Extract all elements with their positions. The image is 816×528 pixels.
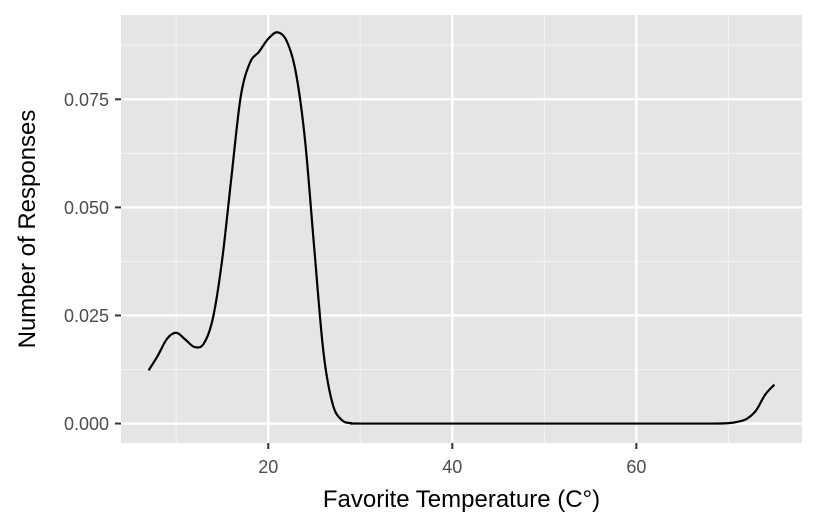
axis-tick-marks [115, 98, 638, 449]
y-tick-label: 0.075 [64, 90, 109, 110]
x-tick-label: 20 [258, 457, 278, 477]
major-gridlines [121, 15, 802, 443]
x-tick-label: 60 [626, 457, 646, 477]
y-tick-label: 0.025 [64, 306, 109, 326]
y-tick-label: 0.000 [64, 414, 109, 434]
x-tick-label: 40 [442, 457, 462, 477]
axis-tick-labels: 20 40 60 0.000 0.025 0.050 0.075 [64, 90, 646, 477]
density-curve [147, 31, 776, 425]
x-axis-title: Favorite Temperature (C°) [323, 486, 600, 513]
y-axis-title: Number of Responses [14, 110, 41, 349]
plot-panel [121, 15, 802, 443]
y-tick-label: 0.050 [64, 198, 109, 218]
